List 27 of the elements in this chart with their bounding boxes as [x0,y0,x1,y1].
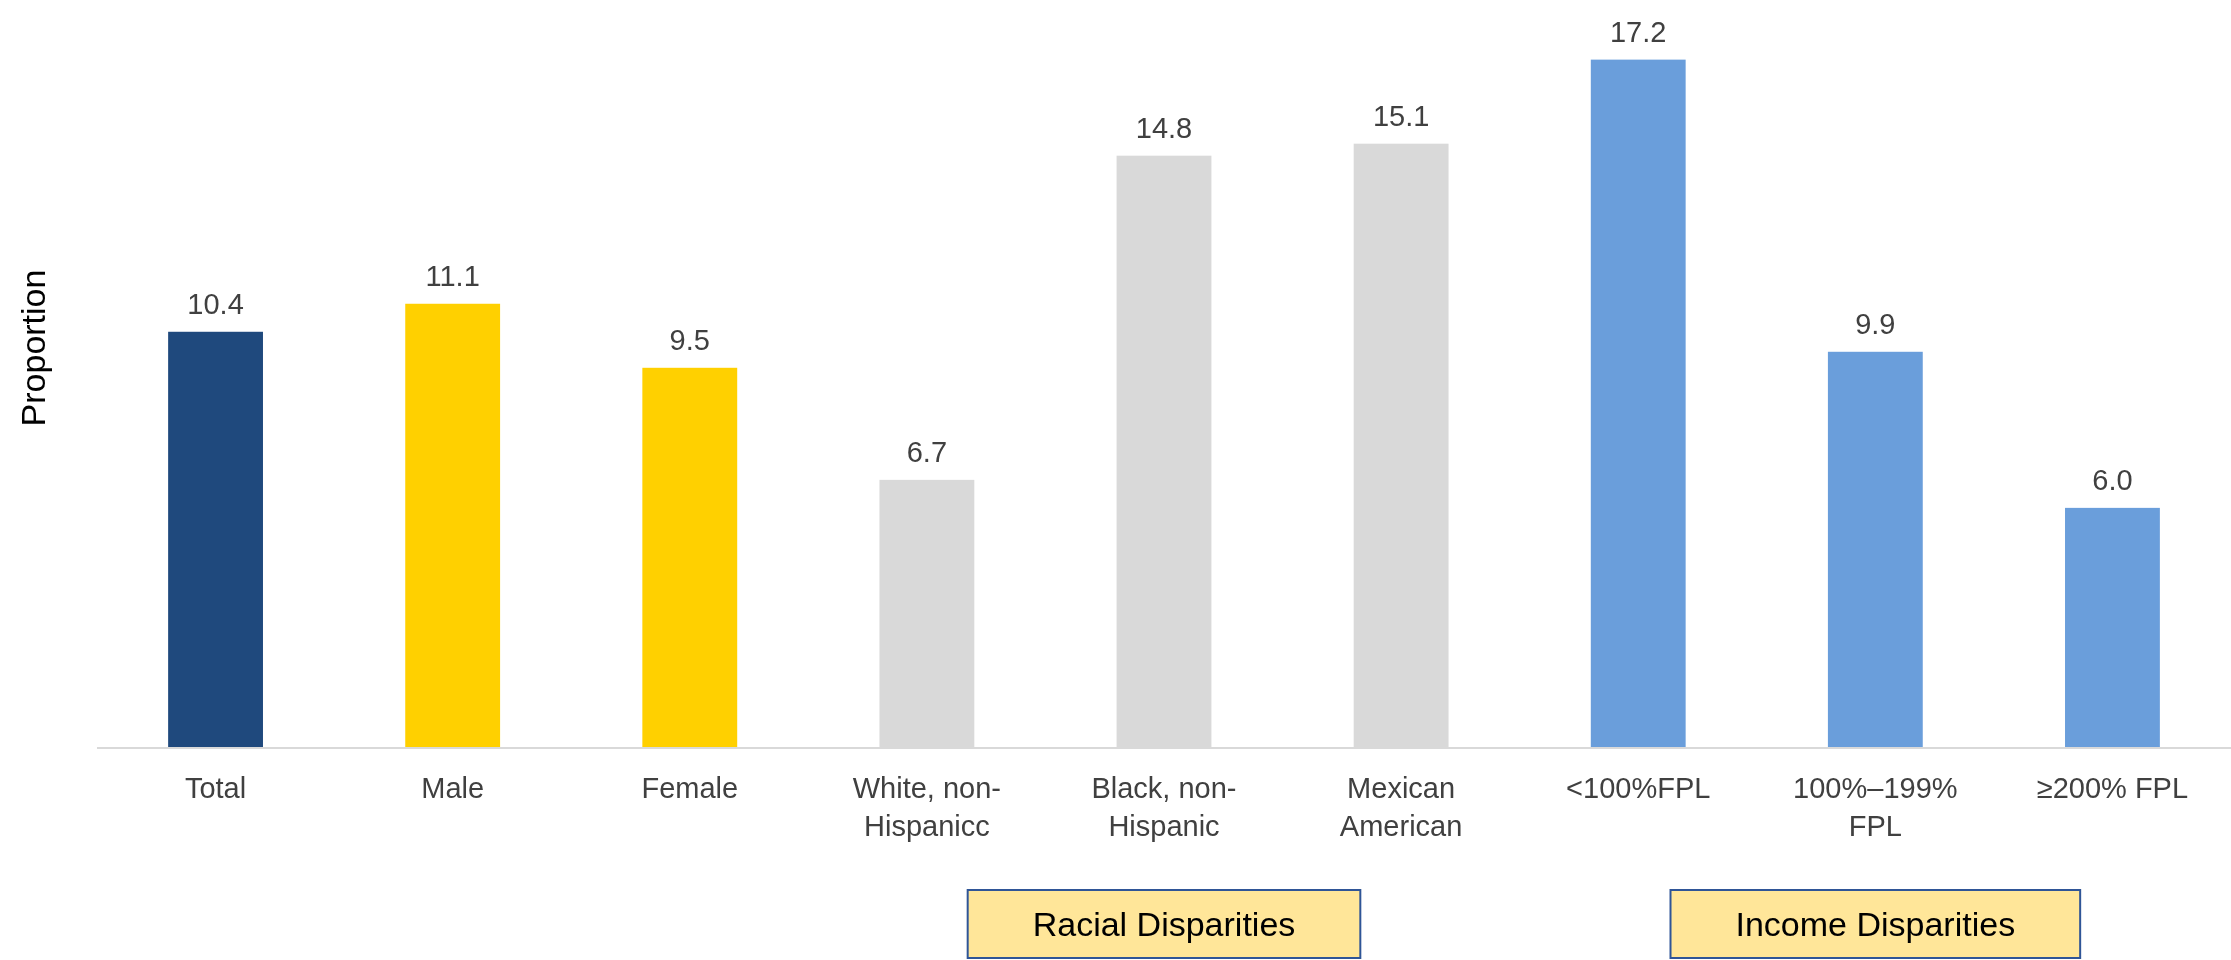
data-label: 6.0 [2092,463,2133,496]
data-label: 10.4 [187,287,244,320]
bar [1827,351,1923,748]
bar [405,303,501,748]
x-tick-label: White, non-Hispanicc [852,772,1002,842]
text: Racial Disparities [1032,905,1296,943]
bar [168,331,263,748]
data-label: 9.5 [669,323,710,356]
x-tick-label: 100%–199% FPL [1793,772,1958,842]
x-tick-label: ≥200% FPL [2036,772,2189,804]
data-label: 9.9 [1855,307,1896,340]
x-tick-label: Female [641,772,739,804]
bar [2065,507,2160,748]
text: Income Disparities [1735,905,2016,943]
data-label: 15.1 [1372,99,1430,132]
x-tick-label: Black, non-Hispanic [1091,772,1237,842]
data-label: 17.2 [1610,15,1667,48]
data-label: 14.8 [1135,111,1193,144]
x-tick-label: <100%FPL [1566,772,1711,804]
y-axis-title: Proportion [14,269,52,427]
bar [642,367,738,748]
x-tick-label: Male [421,772,485,804]
data-label: 11.1 [425,259,480,292]
bar [1590,59,1686,748]
x-tick-label: Mexican American [1339,772,1463,842]
x-tick-label: Total [184,772,247,804]
data-label: 6.7 [906,435,948,468]
